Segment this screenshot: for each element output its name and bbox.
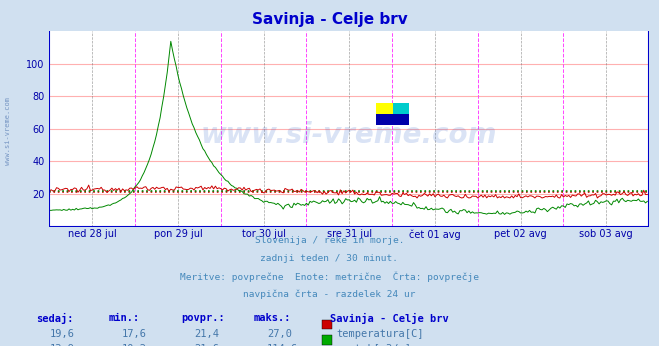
Text: zadnji teden / 30 minut.: zadnji teden / 30 minut. bbox=[260, 254, 399, 263]
Text: Savinja - Celje brv: Savinja - Celje brv bbox=[330, 313, 448, 324]
Text: 21,6: 21,6 bbox=[194, 344, 219, 346]
Text: povpr.:: povpr.: bbox=[181, 313, 225, 323]
Text: Slovenija / reke in morje.: Slovenija / reke in morje. bbox=[255, 236, 404, 245]
Text: sedaj:: sedaj: bbox=[36, 313, 74, 324]
Text: temperatura[C]: temperatura[C] bbox=[336, 329, 424, 339]
Text: maks.:: maks.: bbox=[254, 313, 291, 323]
Text: 13,9: 13,9 bbox=[49, 344, 74, 346]
Text: min.:: min.: bbox=[109, 313, 140, 323]
Text: navpična črta - razdelek 24 ur: navpična črta - razdelek 24 ur bbox=[243, 290, 416, 299]
Text: 27,0: 27,0 bbox=[267, 329, 292, 339]
Text: Savinja - Celje brv: Savinja - Celje brv bbox=[252, 12, 407, 27]
Text: www.si-vreme.com: www.si-vreme.com bbox=[201, 121, 498, 149]
Text: 19,6: 19,6 bbox=[49, 329, 74, 339]
Text: Meritve: povprečne  Enote: metrične  Črta: povprečje: Meritve: povprečne Enote: metrične Črta:… bbox=[180, 272, 479, 282]
Text: 114,6: 114,6 bbox=[267, 344, 298, 346]
Text: 10,2: 10,2 bbox=[122, 344, 147, 346]
Text: pretok[m3/s]: pretok[m3/s] bbox=[336, 344, 411, 346]
Text: 21,4: 21,4 bbox=[194, 329, 219, 339]
Text: 17,6: 17,6 bbox=[122, 329, 147, 339]
Text: www.si-vreme.com: www.si-vreme.com bbox=[5, 98, 11, 165]
